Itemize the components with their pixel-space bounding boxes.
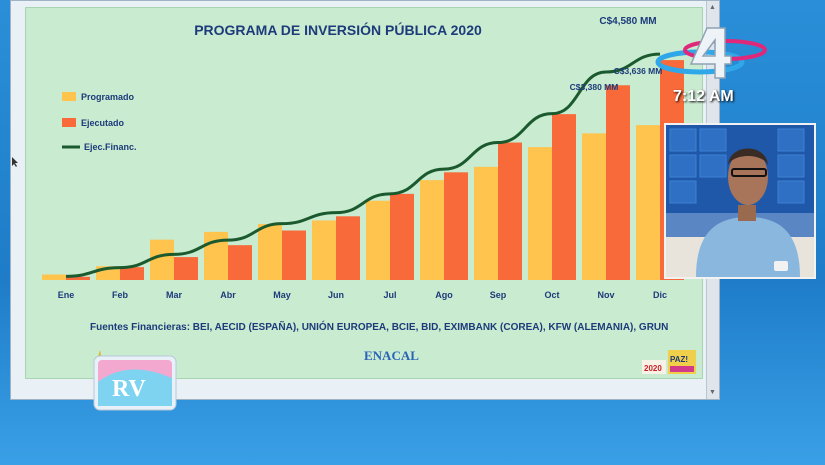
- chart-title: PROGRAMA DE INVERSIÓN PÚBLICA 2020: [194, 21, 482, 38]
- chart-svg: PROGRAMA DE INVERSIÓN PÚBLICA 2020 Progr…: [42, 16, 684, 300]
- legend-swatch-ejecutado: [62, 118, 76, 127]
- bar-ejecutado-feb: [120, 267, 144, 280]
- bar-programado-oct: [528, 147, 552, 280]
- annotation-label-2: C$3,636 MM: [614, 66, 663, 76]
- x-tick-dic: Dic: [653, 290, 667, 300]
- x-tick-abr: Abr: [220, 290, 236, 300]
- bar-ejecutado-ago: [444, 172, 468, 280]
- bars-layer: [42, 60, 684, 281]
- mouse-pointer-icon: [12, 157, 18, 167]
- line-layer: [65, 52, 661, 278]
- presentation-window: ▲ ▼ PROGRAMA DE INVERSIÓN PÚBLICA 2020 P…: [10, 0, 720, 400]
- bar-ejecutado-jun: [336, 216, 360, 280]
- rv-logo-text: RV: [112, 376, 146, 402]
- annotation-label-3: C$3,380 MM: [570, 82, 619, 92]
- bar-ejecutado-sep: [498, 142, 522, 280]
- svg-text:2020: 2020: [644, 364, 662, 373]
- x-tick-feb: Feb: [112, 290, 129, 300]
- x-tick-ene: Ene: [58, 290, 75, 300]
- rv-network-logo: RV: [93, 355, 177, 411]
- bar-programado-jun: [312, 220, 336, 280]
- legend-swatch-programado: [62, 92, 76, 101]
- bar-ejecutado-mar: [174, 257, 198, 280]
- chart-legend: Programado Ejecutado Ejec.Financ.: [62, 92, 137, 152]
- scroll-up-icon[interactable]: ▲: [709, 4, 716, 11]
- presenter-video-pip: [664, 123, 816, 279]
- bar-ejecutado-may: [282, 230, 306, 280]
- enacal-logo: ENACAL: [364, 348, 419, 363]
- x-tick-mar: Mar: [166, 290, 183, 300]
- bar-programado-may: [258, 224, 282, 280]
- bicentennial-logo: 2020 PAZ!: [642, 350, 696, 374]
- channel-4-logo: [655, 27, 767, 79]
- bar-ejecutado-jul: [390, 193, 414, 280]
- x-tick-ago: Ago: [435, 290, 453, 300]
- bar-ejecutado-nov: [606, 85, 630, 280]
- bar-ejecutado-oct: [552, 114, 576, 280]
- presenter-image: [666, 125, 814, 277]
- x-tick-nov: Nov: [597, 290, 614, 300]
- bar-programado-mar: [150, 239, 174, 280]
- bar-programado-dic: [636, 125, 660, 280]
- bar-ejecutado-ene: [66, 276, 90, 280]
- broadcast-clock: 7:12 AM: [673, 88, 734, 105]
- x-tick-sep: Sep: [490, 290, 507, 300]
- bar-programado-jul: [366, 200, 390, 280]
- bar-programado-ago: [420, 180, 444, 280]
- bar-programado-sep: [474, 166, 498, 280]
- chart-slide: PROGRAMA DE INVERSIÓN PÚBLICA 2020 Progr…: [25, 7, 703, 379]
- funding-sources-text: Fuentes Financieras: BEI, AECID (ESPAÑA)…: [90, 322, 669, 333]
- svg-text:PAZ!: PAZ!: [670, 355, 688, 364]
- x-tick-jun: Jun: [328, 290, 344, 300]
- bar-programado-nov: [582, 133, 606, 280]
- legend-label-ejecutado: Ejecutado: [81, 118, 125, 128]
- bar-programado-ene: [42, 274, 66, 280]
- x-axis-ticks: Ene Feb Mar Abr May Jun Jul Ago Sep Oct Nov Dic: [58, 290, 667, 300]
- annotation-label-1: C$4,580 MM: [599, 16, 656, 27]
- legend-label-programado: Programado: [81, 92, 135, 102]
- bar-ejecutado-abr: [228, 245, 252, 280]
- x-tick-jul: Jul: [383, 290, 396, 300]
- x-tick-oct: Oct: [544, 290, 559, 300]
- annotations-layer: C$4,580 MM C$3,636 MM C$3,380 MM: [570, 16, 663, 92]
- scroll-down-icon[interactable]: ▼: [709, 389, 716, 396]
- x-tick-may: May: [273, 290, 291, 300]
- legend-label-ejec-financ: Ejec.Financ.: [84, 142, 137, 152]
